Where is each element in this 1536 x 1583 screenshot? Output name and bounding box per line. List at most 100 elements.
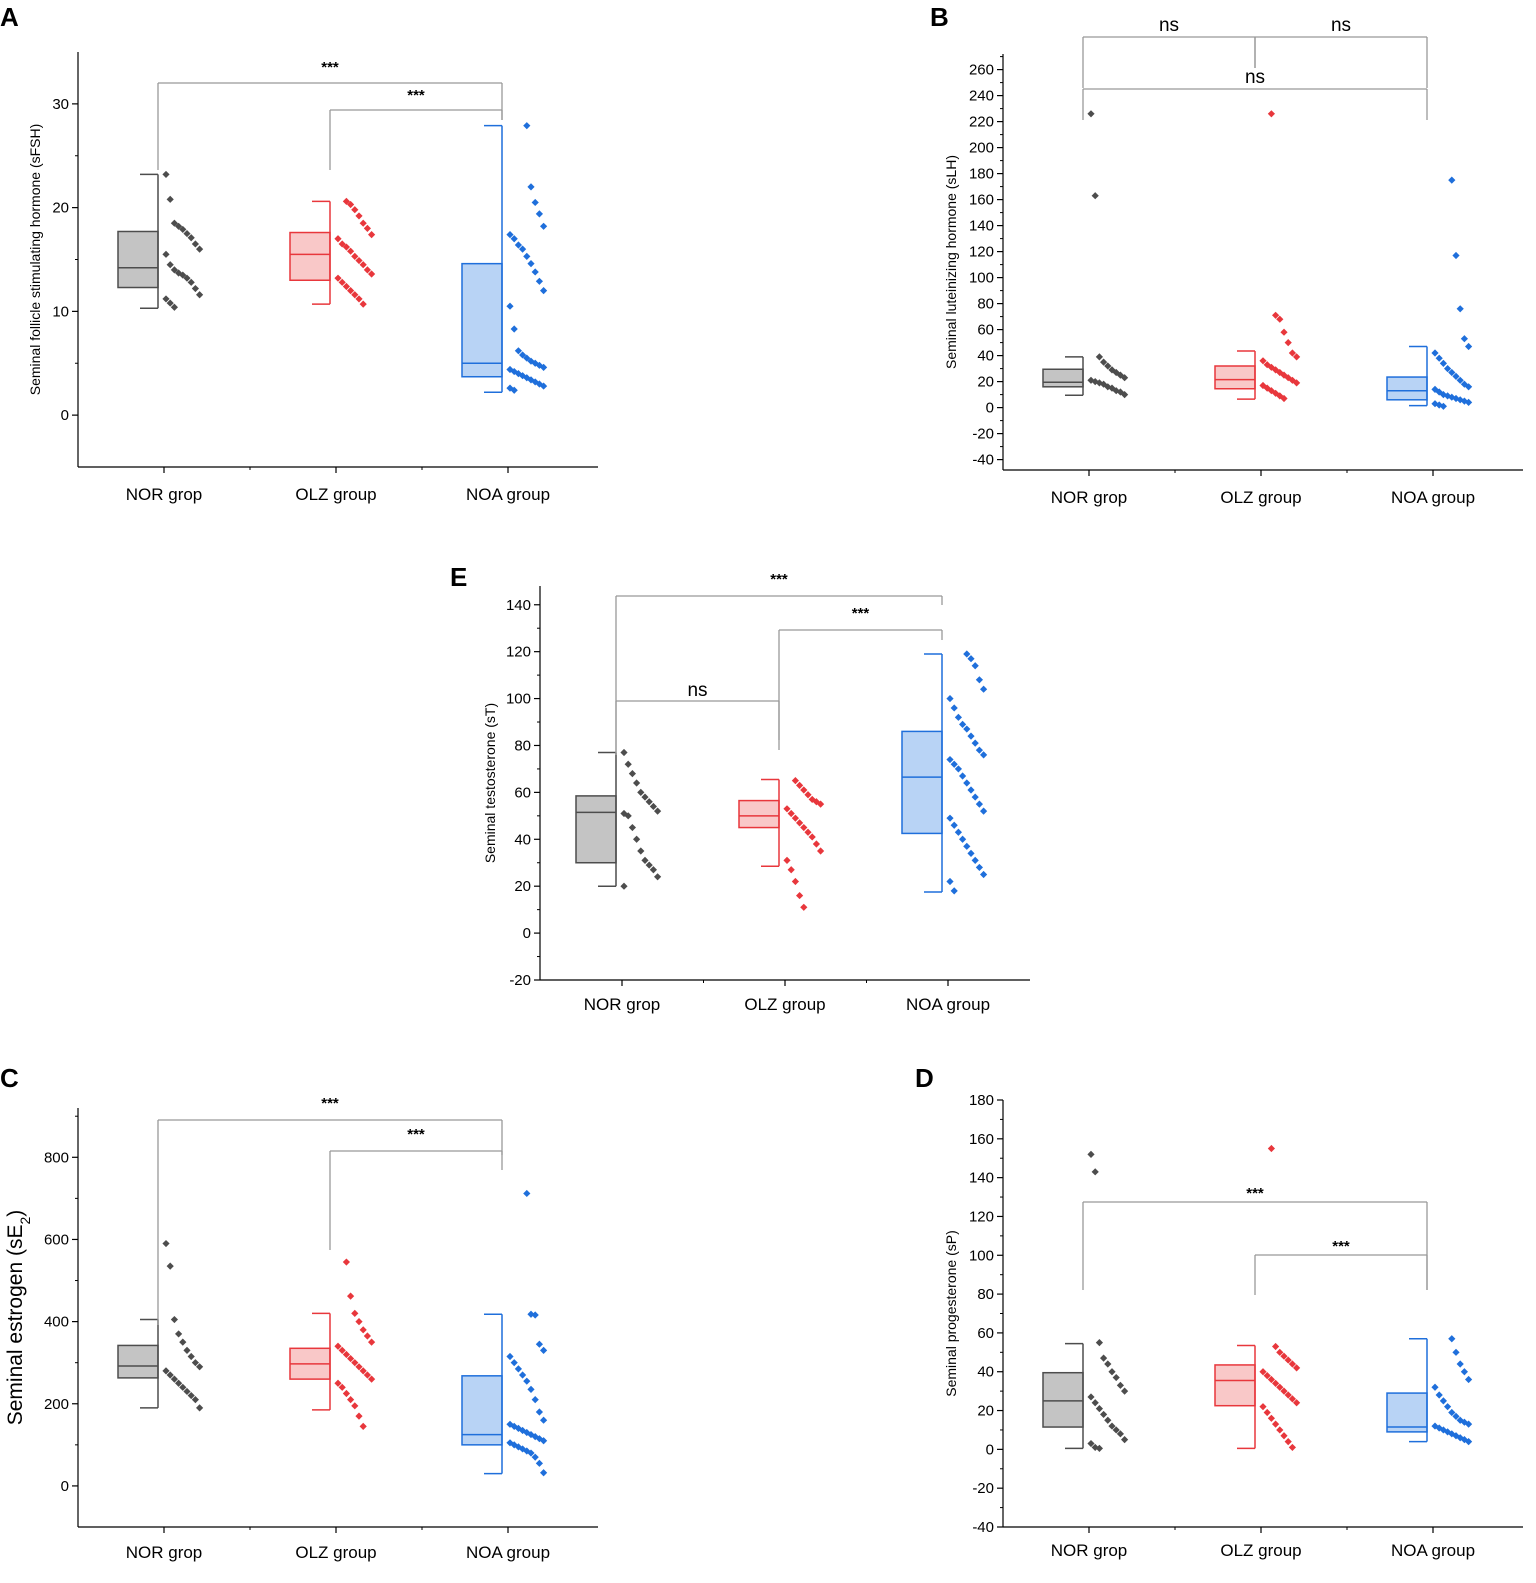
x-tick-label: NOR grop	[126, 485, 203, 504]
data-point	[519, 372, 527, 380]
data-point	[963, 725, 971, 733]
data-point	[950, 887, 958, 895]
data-point	[175, 269, 183, 277]
data-point	[1276, 315, 1284, 323]
data-point	[359, 1367, 367, 1375]
data-point	[523, 122, 531, 130]
data-point	[796, 891, 804, 900]
y-tick-label: 80	[977, 296, 994, 313]
data-point	[1108, 366, 1116, 374]
data-point	[506, 1420, 514, 1428]
box	[1214, 365, 1256, 390]
data-point	[808, 833, 816, 841]
data-point	[1288, 349, 1296, 357]
data-point	[519, 1445, 527, 1453]
data-point	[170, 303, 178, 311]
data-point	[535, 1408, 543, 1416]
data-point	[1267, 1414, 1275, 1422]
data-point	[800, 823, 808, 832]
data-point	[531, 1396, 539, 1404]
x-tick-label: OLZ group	[295, 485, 376, 504]
data-point	[971, 662, 979, 670]
data-point	[637, 788, 645, 796]
data-point	[624, 760, 632, 768]
data-point	[351, 1402, 359, 1410]
data-point	[519, 245, 527, 253]
data-point	[338, 240, 346, 248]
data-point	[649, 866, 657, 874]
x-tick-label: NOR grop	[1051, 1541, 1128, 1560]
panel-label: C	[0, 1063, 19, 1093]
y-axis-title: Seminal follicle stimulating hormone (sF…	[27, 124, 43, 396]
data-point	[1293, 353, 1301, 361]
data-point	[1087, 1439, 1095, 1448]
data-point	[334, 235, 342, 243]
data-point	[1280, 1387, 1288, 1395]
data-point	[633, 779, 641, 787]
data-point	[342, 1258, 350, 1266]
y-tick-label: 120	[969, 1208, 994, 1225]
data-point	[363, 266, 371, 274]
box	[117, 230, 159, 289]
data-point	[1293, 1364, 1301, 1372]
data-point	[1121, 1387, 1129, 1395]
data-point	[342, 282, 350, 291]
data-point	[531, 1311, 539, 1319]
data-point	[338, 278, 346, 286]
y-tick-label: 20	[514, 878, 531, 895]
data-point	[540, 1437, 548, 1445]
data-point	[1095, 353, 1103, 361]
box	[1042, 1371, 1084, 1428]
box	[117, 1344, 159, 1379]
panel-B: B -40 -20 0 20 40 60 80 100 120 140 160 180 200 220 240…	[930, 2, 1523, 507]
data-point	[954, 765, 962, 773]
data-point	[1452, 394, 1460, 403]
data-point	[1272, 1420, 1280, 1428]
data-point	[1272, 311, 1280, 319]
data-point	[1465, 1438, 1473, 1446]
data-point	[1452, 1412, 1460, 1420]
x-tick-label: NOR grop	[584, 995, 661, 1014]
data-point	[183, 229, 191, 238]
data-point	[1456, 396, 1464, 404]
sig-label: ns	[1331, 15, 1351, 36]
data-point	[975, 863, 983, 872]
y-tick-label: 20	[977, 1403, 994, 1420]
data-point	[1091, 1399, 1099, 1407]
data-point	[351, 291, 359, 299]
data-point	[1456, 305, 1464, 313]
data-point	[540, 1346, 548, 1354]
data-point	[162, 1239, 170, 1248]
data-point	[347, 287, 355, 295]
sig-label: ***	[321, 1095, 339, 1112]
data-point	[196, 1363, 204, 1371]
data-point	[1448, 1335, 1456, 1343]
data-point	[540, 382, 548, 390]
y-tick-label: -40	[972, 452, 994, 469]
data-point	[347, 1354, 355, 1363]
data-point	[817, 800, 825, 808]
data-point	[1280, 1432, 1288, 1440]
data-point	[355, 256, 363, 265]
box	[1214, 1364, 1256, 1407]
y-tick-label: 400	[44, 1314, 69, 1331]
data-point	[1435, 1424, 1443, 1432]
data-point	[535, 1435, 543, 1443]
data-point	[1448, 176, 1456, 184]
data-point	[347, 200, 355, 209]
data-point	[946, 814, 954, 822]
data-point	[1465, 398, 1473, 406]
data-point	[196, 245, 204, 253]
data-point	[170, 266, 178, 274]
data-point	[527, 183, 535, 191]
data-point	[1293, 379, 1301, 387]
sig-label: ns	[1159, 15, 1179, 36]
data-point	[1100, 358, 1108, 366]
data-point	[191, 240, 199, 248]
data-point	[1087, 1150, 1095, 1158]
y-tick-label: 20	[977, 374, 994, 391]
data-point	[980, 870, 988, 879]
y-tick-label: 120	[969, 244, 994, 261]
data-point	[359, 219, 367, 227]
data-point	[191, 1396, 199, 1404]
